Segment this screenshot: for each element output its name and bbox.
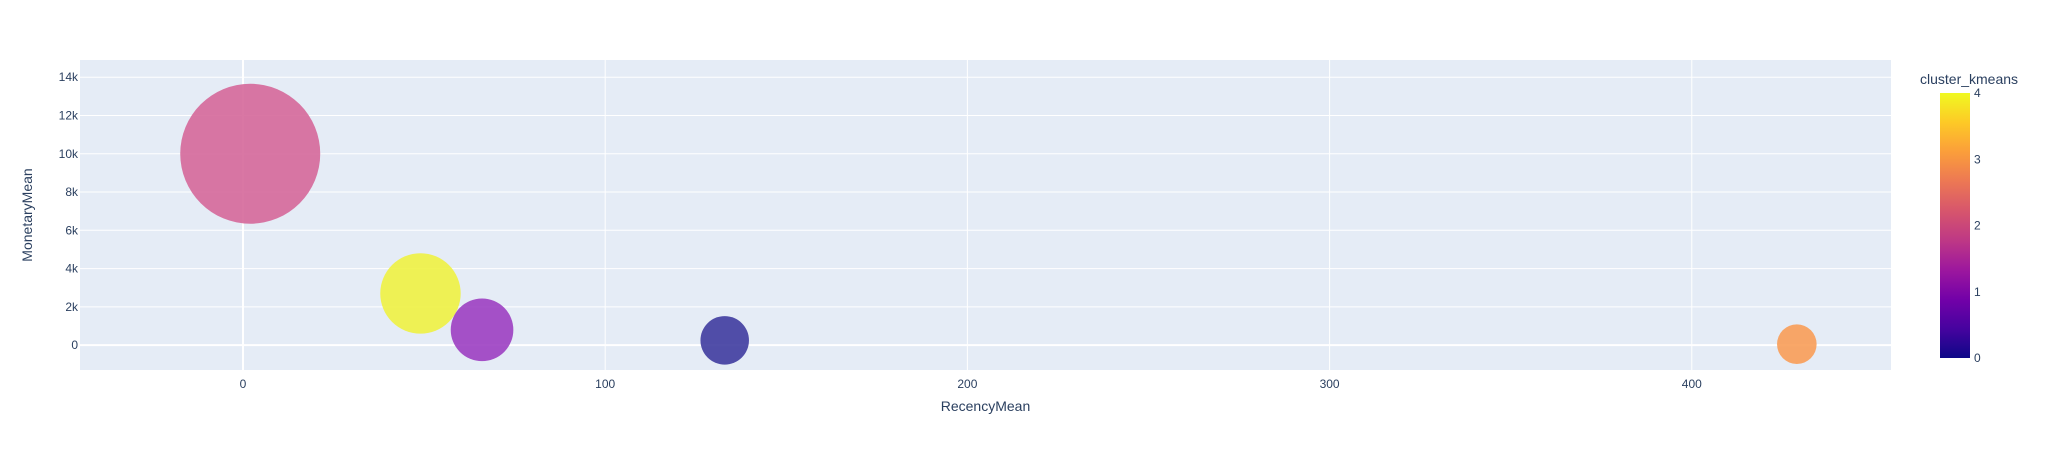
bubble-cluster-2 [180,83,321,224]
colorbar-tick-label: 4 [1974,86,1981,100]
colorbar-title: cluster_kmeans [1920,71,2018,87]
colorbar-tick-label: 0 [1974,351,1981,365]
colorbar-tick-label: 3 [1974,152,1981,166]
x-axis-title: RecencyMean [941,398,1031,414]
y-gridlines [80,76,1891,347]
y-tick-label: 14k [59,70,79,84]
colorbar: cluster_kmeans 0 1 2 3 4 [1920,71,2018,365]
bubble-cluster-0 [700,316,749,365]
bubble-cluster-1 [450,298,514,362]
colorbar-gradient [1940,93,1970,358]
y-tick-label: 8k [65,185,79,199]
y-tick-label: 4k [65,262,79,276]
x-tick-label: 200 [957,377,977,391]
colorbar-tick-label: 1 [1974,285,1981,299]
y-tick-label: 6k [65,223,79,237]
y-tick-labels: 0 2k 4k 6k 8k 10k 12k 14k [59,70,79,352]
plot-area [80,60,1891,370]
bubble-markers [180,83,1817,365]
y-tick-label: 0 [71,338,78,352]
colorbar-tick-labels: 0 1 2 3 4 [1974,86,1981,365]
y-axis-title: MonetaryMean [19,168,35,261]
x-tick-label: 400 [1682,377,1702,391]
colorbar-tick-label: 2 [1974,219,1981,233]
y-tick-label: 2k [65,300,79,314]
x-tick-labels: 0 100 200 300 400 [240,377,1702,391]
x-tick-label: 300 [1320,377,1340,391]
bubble-cluster-3 [1777,324,1817,364]
y-tick-label: 12k [59,108,79,122]
x-tick-label: 0 [240,377,247,391]
x-tick-label: 100 [595,377,615,391]
y-tick-label: 10k [59,147,79,161]
bubble-cluster-4 [380,253,461,334]
